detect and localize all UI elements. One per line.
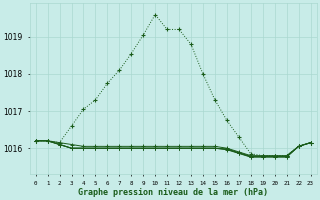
- X-axis label: Graphe pression niveau de la mer (hPa): Graphe pression niveau de la mer (hPa): [78, 188, 268, 197]
